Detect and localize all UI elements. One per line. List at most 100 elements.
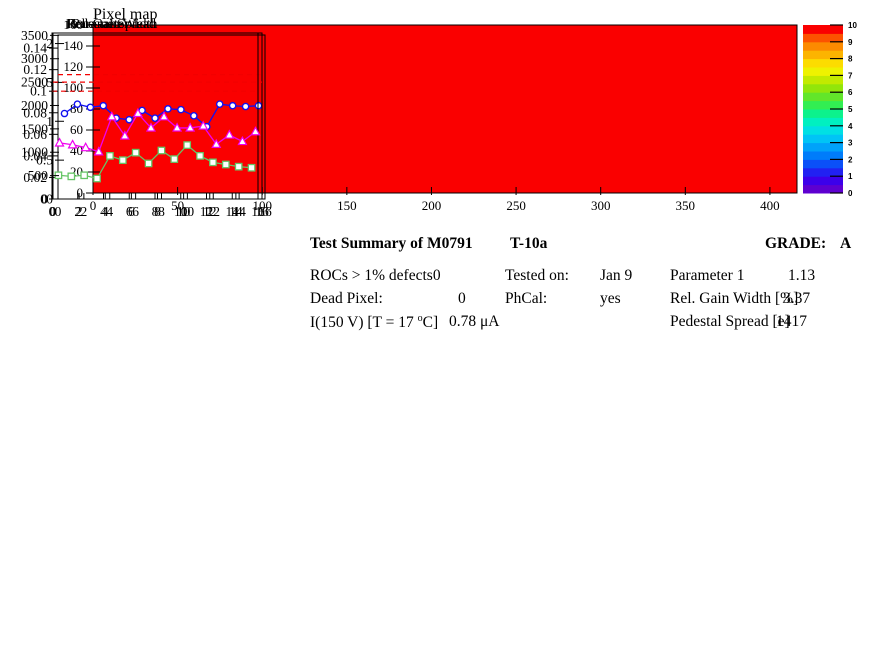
data-marker bbox=[157, 146, 166, 155]
leakage-label-pre: I(150 V) [T = 17 bbox=[310, 314, 418, 331]
colorbar-band bbox=[803, 159, 843, 169]
data-marker bbox=[106, 111, 117, 121]
colorbar-band bbox=[803, 117, 843, 127]
field-gain-width-label: Rel. Gain Width [%] bbox=[670, 290, 799, 307]
x-tick-label: 400 bbox=[760, 198, 780, 213]
data-marker bbox=[67, 139, 78, 149]
data-marker bbox=[131, 148, 140, 157]
data-line bbox=[64, 103, 259, 128]
y-tick-label: 100 bbox=[64, 80, 84, 95]
data-marker bbox=[215, 100, 224, 108]
y-tick-label: 1.5 bbox=[36, 75, 53, 90]
colorbar-band bbox=[803, 134, 843, 144]
colorbar-band bbox=[803, 176, 843, 186]
x-tick-label: 6 bbox=[126, 204, 133, 219]
colorbar-band bbox=[803, 50, 843, 60]
chart-title: Parameter 1 bbox=[72, 17, 139, 32]
data-marker bbox=[241, 102, 250, 111]
field-parameter1-label: Parameter 1 bbox=[670, 267, 745, 284]
colorbar-band bbox=[803, 151, 843, 160]
y-tick-label: 120 bbox=[64, 59, 84, 74]
x-tick-label: 4 bbox=[102, 204, 109, 219]
field-phcal-value: yes bbox=[600, 290, 621, 307]
x-tick-label: 2 bbox=[81, 204, 88, 219]
data-marker bbox=[185, 122, 196, 132]
colorbar-tick-label: 3 bbox=[848, 139, 853, 148]
data-marker bbox=[86, 103, 95, 112]
field-pedestal-spread-value: 1417 bbox=[776, 313, 807, 330]
x-tick-label: 16 bbox=[255, 204, 269, 219]
colorbar-tick-label: 9 bbox=[848, 38, 853, 47]
y-tick-label: 0.04 bbox=[23, 148, 47, 163]
x-tick-label: 2 bbox=[76, 204, 83, 219]
x-tick-label: 16 bbox=[251, 204, 265, 219]
degree-superscript: o bbox=[417, 313, 423, 324]
colorbar-band bbox=[803, 83, 843, 93]
x-tick-label: 10 bbox=[177, 204, 191, 219]
colorbar-band bbox=[803, 184, 843, 194]
colorbar-band bbox=[803, 142, 843, 152]
colorbar-tick-label: 2 bbox=[848, 155, 853, 164]
field-gain-width-value: 3.37 bbox=[783, 290, 811, 307]
data-marker bbox=[106, 152, 114, 160]
x-tick-label: 10 bbox=[181, 204, 195, 219]
field-tested-on-label: Tested on: bbox=[505, 267, 569, 284]
y-tick-label: 500 bbox=[28, 168, 49, 183]
colorbar-tick-label: 1 bbox=[848, 172, 853, 181]
y-tick-label: 0 bbox=[77, 185, 84, 200]
x-tick-label: 100 bbox=[252, 198, 272, 213]
data-marker bbox=[145, 122, 156, 132]
data-marker bbox=[183, 141, 192, 149]
colorbar-band bbox=[803, 41, 843, 51]
colorbar-tick-label: 6 bbox=[848, 88, 853, 97]
chart-title: Rel. Gain Width bbox=[66, 17, 157, 32]
field-tested-on-value: Jan 9 bbox=[600, 267, 633, 284]
data-marker bbox=[80, 171, 89, 180]
y-tick-label: 1000 bbox=[21, 145, 48, 160]
y-tick-label: 1500 bbox=[21, 121, 48, 136]
x-tick-label: 6 bbox=[132, 204, 139, 219]
y-tick-label: 0.14 bbox=[23, 41, 47, 56]
data-marker bbox=[198, 120, 209, 130]
data-marker bbox=[224, 129, 235, 139]
data-marker bbox=[151, 114, 159, 122]
x-tick-label: 12 bbox=[203, 204, 217, 219]
data-marker bbox=[119, 130, 130, 140]
field-leakage-current-value: 0.78 μA bbox=[449, 313, 500, 330]
x-tick-label: 300 bbox=[591, 198, 611, 213]
colorbar-band bbox=[803, 92, 843, 102]
colorbar-tick-label: 4 bbox=[848, 122, 853, 131]
colorbar-band bbox=[803, 167, 843, 177]
colorbar-tick-label: 10 bbox=[848, 21, 857, 30]
data-marker bbox=[159, 111, 170, 121]
x-tick-label: 12 bbox=[200, 204, 214, 219]
colorbar-band bbox=[803, 125, 843, 135]
x-tick-label: 8 bbox=[154, 204, 161, 219]
field-pedestal-spread-label: Pedestal Spread [e] bbox=[670, 313, 790, 330]
colorbar-band bbox=[803, 33, 843, 43]
y-tick-label: 2 bbox=[46, 36, 53, 51]
field-dead-pixel-value: 0 bbox=[458, 290, 466, 307]
y-tick-label: 3000 bbox=[21, 51, 48, 66]
data-marker bbox=[93, 146, 104, 156]
x-tick-label: 2 bbox=[74, 204, 81, 219]
data-marker bbox=[60, 109, 69, 118]
pixel-map-title: Pixel map bbox=[93, 6, 157, 23]
x-tick-label: 4 bbox=[100, 204, 107, 219]
y-tick-label: 2000 bbox=[21, 98, 48, 113]
x-tick-label: 0 bbox=[90, 198, 97, 213]
data-marker bbox=[190, 112, 198, 120]
data-line bbox=[59, 112, 256, 153]
field-rocs-defects: ROCs > 1% defects0 bbox=[310, 268, 441, 284]
x-tick-label: 350 bbox=[676, 198, 696, 213]
colorbar-band bbox=[803, 100, 843, 110]
y-tick-label: 140 bbox=[64, 38, 84, 53]
data-marker bbox=[99, 101, 108, 110]
y-tick-label: 0.08 bbox=[23, 105, 47, 120]
y-tick-label: 2500 bbox=[21, 75, 48, 90]
data-marker bbox=[93, 174, 101, 183]
field-rocs-defects-label: ROCs > 1% defects bbox=[310, 267, 433, 284]
